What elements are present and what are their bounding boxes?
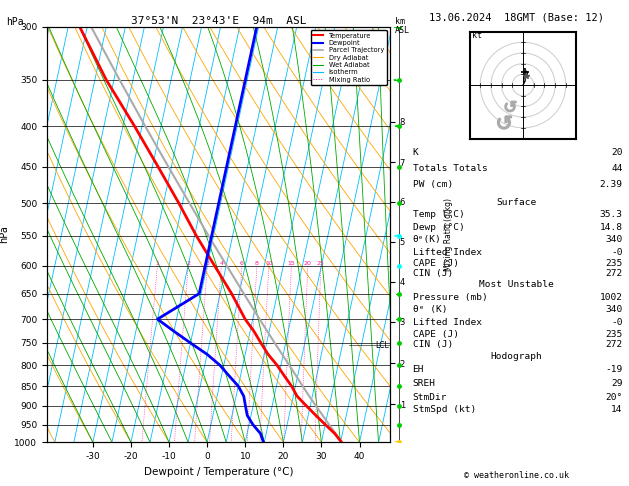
Text: 2.39: 2.39 — [599, 179, 623, 189]
Text: © weatheronline.co.uk: © weatheronline.co.uk — [464, 471, 569, 480]
Text: km
ASL: km ASL — [395, 17, 410, 35]
Text: Lifted Index: Lifted Index — [413, 247, 482, 257]
Text: 29: 29 — [611, 379, 623, 388]
Text: Dewp (°C): Dewp (°C) — [413, 223, 464, 232]
Text: Pressure (mb): Pressure (mb) — [413, 293, 487, 302]
Text: Lifted Index: Lifted Index — [413, 318, 482, 327]
Text: 3: 3 — [205, 261, 209, 266]
Text: CIN (J): CIN (J) — [413, 340, 453, 349]
Y-axis label: hPa: hPa — [0, 226, 9, 243]
Text: CAPE (J): CAPE (J) — [413, 259, 459, 268]
Text: StmSpd (kt): StmSpd (kt) — [413, 405, 476, 414]
Text: 20°: 20° — [606, 393, 623, 401]
Text: EH: EH — [413, 365, 424, 374]
Text: θᵉ(K): θᵉ(K) — [413, 235, 442, 244]
Text: 20: 20 — [304, 261, 312, 266]
Text: 340: 340 — [606, 305, 623, 314]
Text: 25: 25 — [317, 261, 325, 266]
Text: Most Unstable: Most Unstable — [479, 280, 554, 289]
Text: 1002: 1002 — [599, 293, 623, 302]
Text: hPa: hPa — [6, 17, 24, 27]
Text: -0: -0 — [611, 318, 623, 327]
Legend: Temperature, Dewpoint, Parcel Trajectory, Dry Adiabat, Wet Adiabat, Isotherm, Mi: Temperature, Dewpoint, Parcel Trajectory… — [311, 30, 387, 86]
Text: 272: 272 — [606, 340, 623, 349]
Text: 10: 10 — [265, 261, 273, 266]
Text: PW (cm): PW (cm) — [413, 179, 453, 189]
Text: 4: 4 — [220, 261, 223, 266]
Text: StmDir: StmDir — [413, 393, 447, 401]
Text: 2: 2 — [186, 261, 190, 266]
Text: Surface: Surface — [497, 198, 537, 207]
Text: Hodograph: Hodograph — [491, 352, 543, 361]
Text: 1: 1 — [155, 261, 159, 266]
Text: 20: 20 — [611, 148, 623, 157]
Text: Temp (°C): Temp (°C) — [413, 210, 464, 220]
Text: Totals Totals: Totals Totals — [413, 164, 487, 173]
Text: CIN (J): CIN (J) — [413, 269, 453, 278]
X-axis label: Dewpoint / Temperature (°C): Dewpoint / Temperature (°C) — [144, 467, 293, 477]
Text: 14.8: 14.8 — [599, 223, 623, 232]
Text: 272: 272 — [606, 269, 623, 278]
Polygon shape — [394, 235, 399, 236]
Text: 235: 235 — [606, 330, 623, 339]
Text: 14: 14 — [611, 405, 623, 414]
Y-axis label: Mixing Ratio (g/kg): Mixing Ratio (g/kg) — [444, 198, 453, 271]
Text: SREH: SREH — [413, 379, 436, 388]
Text: -0: -0 — [611, 247, 623, 257]
Text: θᵉ (K): θᵉ (K) — [413, 305, 447, 314]
Text: LCL: LCL — [375, 341, 389, 350]
Text: 35.3: 35.3 — [599, 210, 623, 220]
Text: -19: -19 — [606, 365, 623, 374]
Text: 15: 15 — [287, 261, 295, 266]
Text: 6: 6 — [240, 261, 244, 266]
Text: 8: 8 — [255, 261, 259, 266]
Text: kt: kt — [472, 31, 482, 40]
Text: 235: 235 — [606, 259, 623, 268]
Text: K: K — [413, 148, 418, 157]
Title: 37°53'N  23°43'E  94m  ASL: 37°53'N 23°43'E 94m ASL — [131, 16, 306, 26]
Text: CAPE (J): CAPE (J) — [413, 330, 459, 339]
Text: 44: 44 — [611, 164, 623, 173]
Text: 340: 340 — [606, 235, 623, 244]
Text: 13.06.2024  18GMT (Base: 12): 13.06.2024 18GMT (Base: 12) — [429, 12, 604, 22]
